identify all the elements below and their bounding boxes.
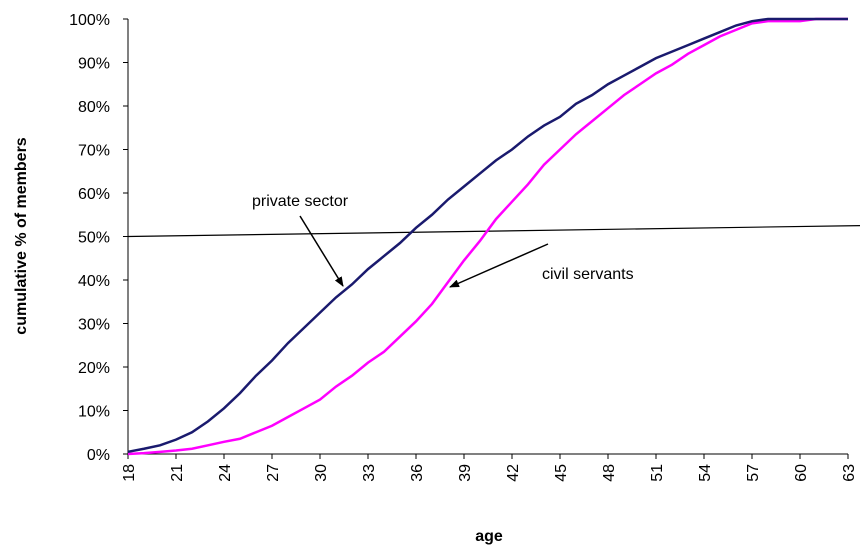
x-tick-label: 30: [313, 464, 330, 482]
y-tick-label: 80%: [78, 99, 110, 116]
annotation-arrow: [299, 215, 344, 287]
x-tick-label: 54: [697, 464, 714, 482]
x-tick-label: 24: [217, 464, 234, 482]
y-tick-label: 90%: [78, 56, 110, 73]
annotation-arrow: [449, 243, 549, 288]
x-tick-label: 39: [457, 464, 474, 482]
x-tick-label: 45: [553, 464, 570, 482]
series-label: private sector: [252, 193, 349, 210]
y-tick-label: 30%: [78, 317, 110, 334]
series-line: [127, 17, 848, 454]
y-tick-label: 60%: [78, 186, 110, 203]
x-tick-label: 27: [265, 464, 282, 482]
y-tick-label: 40%: [78, 273, 110, 290]
x-tick-label: 33: [361, 464, 378, 482]
x-tick-label: 60: [793, 464, 810, 482]
x-tick-label: 42: [505, 464, 522, 482]
y-tick-label: 0%: [87, 447, 110, 464]
y-tick-label: 20%: [78, 360, 110, 377]
x-tick-label: 57: [745, 464, 762, 482]
x-tick-label: 18: [121, 464, 138, 482]
y-tick-label: 70%: [78, 143, 110, 160]
x-axis-label: age: [475, 528, 503, 545]
reference-line: [127, 225, 860, 238]
y-axis-label: cumulative % of members: [13, 137, 30, 335]
x-tick-label: 63: [841, 464, 858, 482]
x-tick-label: 51: [649, 464, 666, 482]
x-tick-label: 36: [409, 464, 426, 482]
y-tick-label: 10%: [78, 404, 110, 421]
y-tick-label: 100%: [69, 12, 110, 29]
series-line: [127, 17, 848, 456]
x-tick-label: 21: [169, 464, 186, 482]
y-tick-label: 50%: [78, 230, 110, 247]
x-tick-label: 48: [601, 464, 618, 482]
series-label: civil servants: [542, 266, 634, 283]
